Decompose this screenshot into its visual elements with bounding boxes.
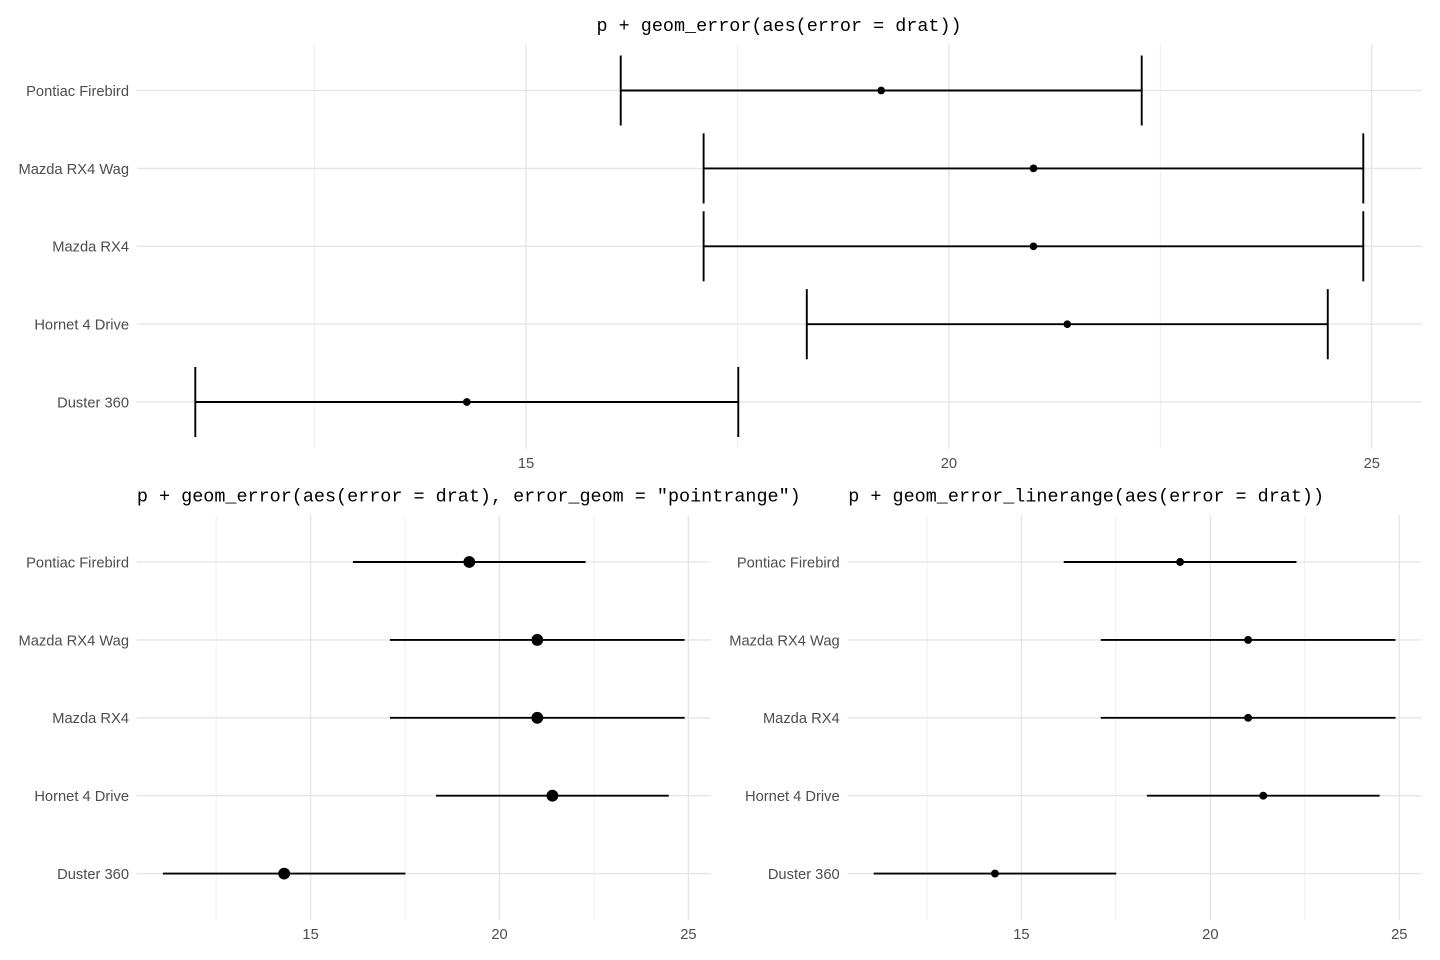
svg-text:Duster 360: Duster 360 bbox=[57, 867, 129, 883]
svg-text:Hornet 4 Drive: Hornet 4 Drive bbox=[745, 789, 840, 805]
svg-text:Mazda RX4: Mazda RX4 bbox=[763, 711, 840, 727]
svg-text:15: 15 bbox=[302, 927, 318, 943]
svg-text:Hornet 4 Drive: Hornet 4 Drive bbox=[34, 318, 129, 334]
svg-text:25: 25 bbox=[1391, 927, 1407, 943]
svg-text:p + geom_error_linerange(aes(e: p + geom_error_linerange(aes(error = dra… bbox=[848, 487, 1324, 508]
svg-text:p + geom_error(aes(error = dra: p + geom_error(aes(error = drat)) bbox=[597, 16, 962, 37]
svg-text:Mazda RX4 Wag: Mazda RX4 Wag bbox=[19, 633, 129, 649]
svg-text:Duster 360: Duster 360 bbox=[768, 867, 840, 883]
svg-text:15: 15 bbox=[1013, 927, 1029, 943]
svg-text:Mazda RX4: Mazda RX4 bbox=[52, 711, 129, 727]
svg-text:20: 20 bbox=[491, 927, 507, 943]
svg-text:20: 20 bbox=[941, 456, 957, 472]
svg-text:Mazda RX4 Wag: Mazda RX4 Wag bbox=[19, 162, 129, 178]
svg-text:15: 15 bbox=[518, 456, 534, 472]
svg-text:20: 20 bbox=[1202, 927, 1218, 943]
svg-text:25: 25 bbox=[1364, 456, 1380, 472]
svg-text:Duster 360: Duster 360 bbox=[57, 395, 129, 411]
svg-text:Mazda RX4 Wag: Mazda RX4 Wag bbox=[729, 633, 839, 649]
svg-text:p + geom_error(aes(error = dra: p + geom_error(aes(error = drat), error_… bbox=[137, 487, 801, 508]
svg-text:Hornet 4 Drive: Hornet 4 Drive bbox=[34, 789, 129, 805]
svg-text:Pontiac Firebird: Pontiac Firebird bbox=[26, 555, 129, 571]
svg-text:Mazda RX4: Mazda RX4 bbox=[52, 240, 129, 256]
svg-text:Pontiac Firebird: Pontiac Firebird bbox=[737, 555, 840, 571]
svg-text:25: 25 bbox=[680, 927, 696, 943]
svg-text:Pontiac Firebird: Pontiac Firebird bbox=[26, 84, 129, 100]
